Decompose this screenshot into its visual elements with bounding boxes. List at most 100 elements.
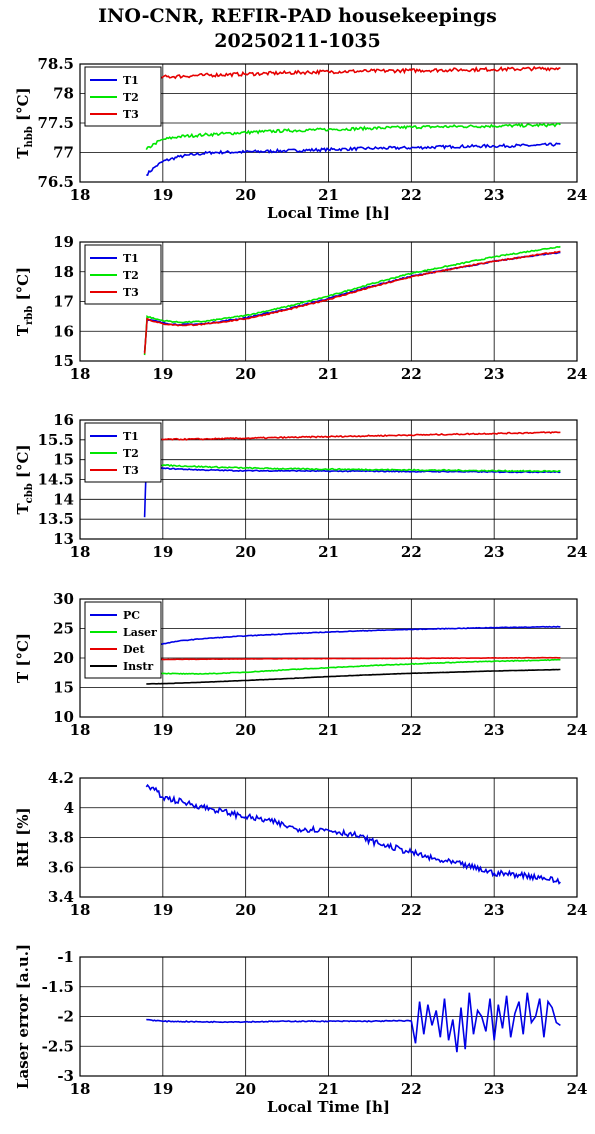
y-tick-label: -1 — [57, 948, 74, 966]
x-tick-label: 21 — [318, 901, 339, 919]
legend-label: T2 — [123, 269, 139, 282]
x-tick-label: 18 — [70, 543, 91, 561]
x-tick-label: 18 — [70, 365, 91, 383]
series-line-2 — [410, 992, 561, 1053]
y-axis-label-subscript: rbb — [24, 306, 35, 325]
series-line-t3 — [146, 431, 561, 442]
y-axis-label: Tcbb [°C] — [14, 444, 35, 514]
x-tick-label: 22 — [401, 721, 422, 739]
series-line-1 — [145, 783, 561, 885]
series-line-1 — [146, 1018, 412, 1024]
y-tick-label: 3.8 — [48, 829, 74, 847]
legend-label: T2 — [123, 447, 139, 460]
series-line-t2 — [145, 122, 561, 150]
x-tick-label: 20 — [235, 186, 256, 204]
x-tick-label: 24 — [567, 901, 588, 919]
figure-title-line-2: 20250211-1035 — [214, 30, 381, 52]
x-tick-label: 24 — [567, 543, 588, 561]
x-tick-label: 19 — [152, 186, 173, 204]
x-tick-label: 18 — [70, 1080, 91, 1098]
chart-panel-5: 18 19 20 21 22 23 24 3.4 3.6 3.8 4 4.2 RH [%] — [14, 769, 587, 919]
x-tick-label: 23 — [484, 543, 505, 561]
y-tick-label: 77 — [53, 144, 74, 162]
x-tick-label: 19 — [152, 901, 173, 919]
y-tick-label: 13.5 — [37, 510, 74, 528]
legend-label: Det — [123, 643, 146, 656]
x-tick-label: 22 — [401, 543, 422, 561]
series-line-t3 — [145, 65, 561, 81]
x-tick-label: 24 — [567, 1080, 588, 1098]
y-axis-label-unit: [°C] — [14, 267, 32, 306]
series-line-t1 — [143, 251, 561, 353]
series-line-pc — [146, 625, 561, 650]
y-tick-label: 3.4 — [48, 888, 74, 906]
x-axis-label: Local Time [h] — [267, 204, 390, 222]
x-tick-label: 21 — [318, 365, 339, 383]
x-tick-label: 21 — [318, 721, 339, 739]
x-tick-label: 21 — [318, 1080, 339, 1098]
y-tick-label: 18 — [53, 263, 74, 281]
x-tick-label: 24 — [567, 365, 588, 383]
series-line-instr — [146, 668, 561, 685]
legend-box — [84, 244, 162, 305]
legend-label: T3 — [123, 108, 139, 121]
x-tick-label: 19 — [152, 543, 173, 561]
y-tick-label: 14.5 — [37, 471, 74, 489]
y-axis-label-unit: [°C] — [14, 87, 32, 126]
x-tick-label: 23 — [484, 1080, 505, 1098]
legend-label: T1 — [123, 252, 139, 265]
y-tick-label: 78 — [53, 85, 74, 103]
x-tick-label: 18 — [70, 186, 91, 204]
x-tick-label: 19 — [152, 721, 173, 739]
y-tick-label: -1.5 — [42, 978, 74, 996]
x-tick-label: 24 — [567, 186, 588, 204]
legend: T1 T2 T3 — [84, 422, 162, 483]
y-tick-label: 3.6 — [48, 858, 74, 876]
legend-label: T1 — [123, 74, 139, 87]
y-tick-label: 78.5 — [37, 55, 74, 73]
legend-label: Instr — [123, 660, 153, 673]
y-tick-label: 13 — [53, 530, 74, 548]
x-tick-label: 24 — [567, 721, 588, 739]
figure-title: INO-CNR, REFIR-PAD housekeepings 2025021… — [0, 4, 595, 54]
legend-label: T2 — [123, 91, 139, 104]
y-axis-label: Thbb [°C] — [14, 87, 35, 158]
y-tick-label: 17 — [53, 293, 74, 311]
x-tick-label: 21 — [318, 186, 339, 204]
y-tick-label: 16 — [53, 411, 74, 429]
series-line-t2 — [143, 245, 561, 356]
legend: T1 T2 T3 — [84, 244, 162, 305]
x-tick-label: 22 — [401, 901, 422, 919]
chart-panel-2: 18 19 20 21 22 23 24 15 16 17 18 19 Trbb [°C] T1 T2 T3 — [14, 233, 587, 383]
legend-label: T1 — [123, 430, 139, 443]
x-tick-label: 23 — [484, 186, 505, 204]
y-tick-label: -2 — [57, 1008, 74, 1026]
y-axis-label-unit: [°C] — [14, 444, 32, 483]
series-line-t1 — [146, 142, 561, 176]
x-tick-label: 23 — [484, 901, 505, 919]
y-tick-label: 4.2 — [48, 769, 74, 787]
x-tick-label: 20 — [235, 543, 256, 561]
x-tick-label: 20 — [235, 901, 256, 919]
y-tick-label: 15 — [53, 451, 74, 469]
y-axis-label-subscript: hbb — [24, 126, 35, 147]
y-tick-label: 30 — [53, 590, 74, 608]
y-tick-label: 76.5 — [37, 173, 74, 191]
y-tick-label: 16 — [53, 322, 74, 340]
x-tick-label: 23 — [484, 365, 505, 383]
y-tick-label: 25 — [53, 620, 74, 638]
legend-label: T3 — [123, 286, 139, 299]
x-tick-label: 19 — [152, 1080, 173, 1098]
y-tick-label: 14 — [53, 490, 74, 508]
y-axis-label: T [°C] — [14, 633, 32, 683]
legend-label: PC — [123, 609, 140, 622]
y-tick-label: 15 — [53, 352, 74, 370]
x-tick-label: 18 — [70, 901, 91, 919]
legend: T1 T2 T3 — [84, 66, 162, 127]
y-axis-label: Laser error [a.u.] — [14, 944, 32, 1089]
y-tick-label: -3 — [57, 1067, 74, 1085]
y-tick-label: 10 — [53, 708, 74, 726]
x-tick-label: 20 — [235, 365, 256, 383]
